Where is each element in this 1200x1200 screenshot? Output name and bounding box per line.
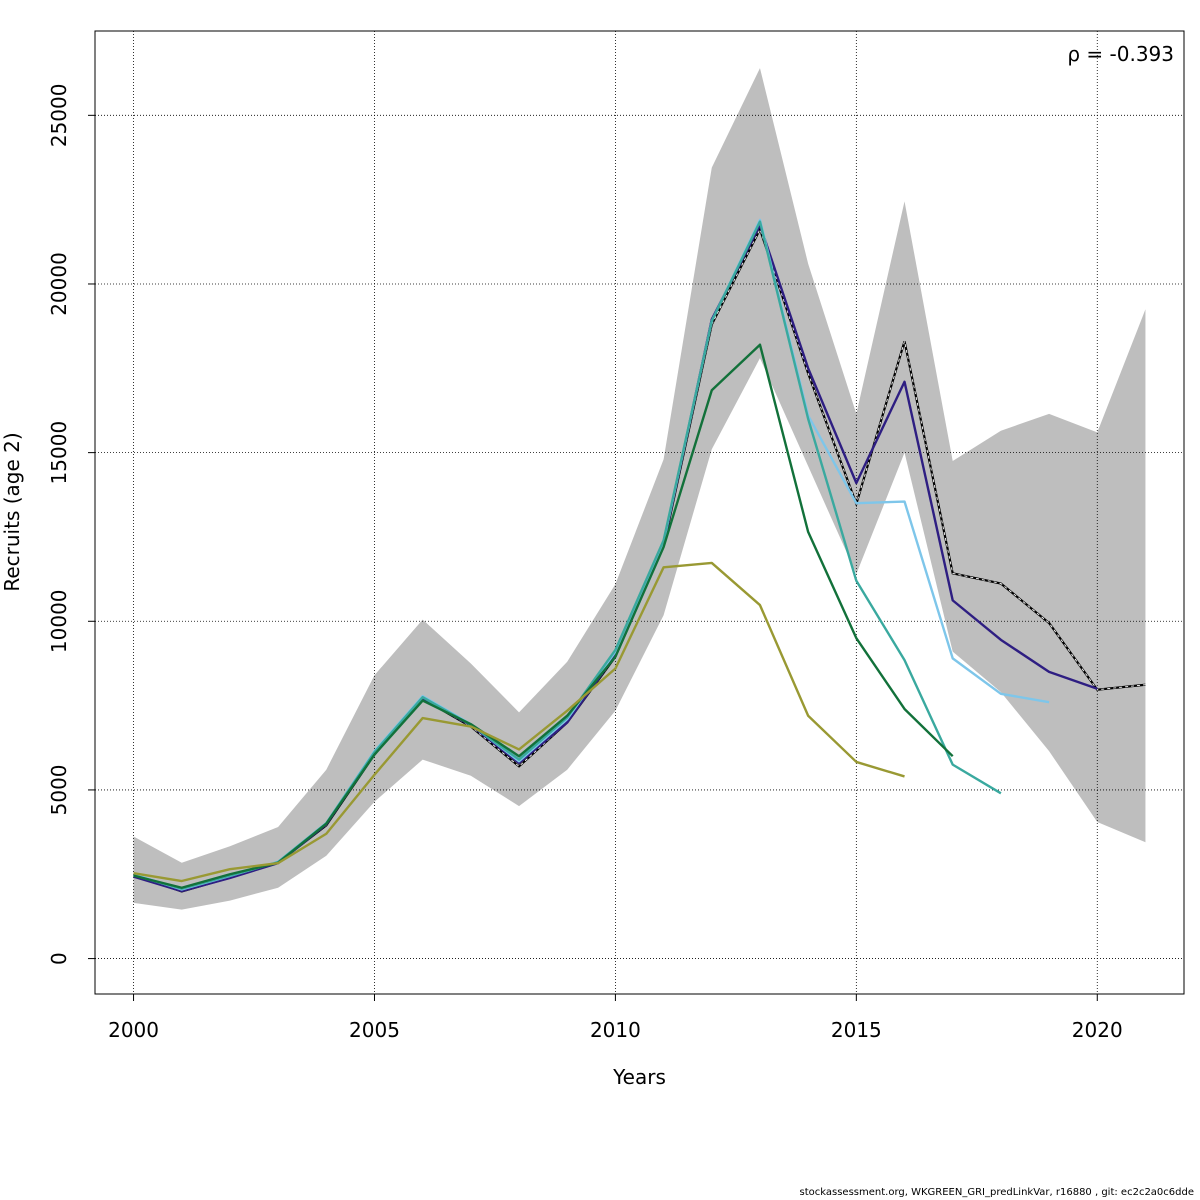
x-tick-label: 2005: [349, 1018, 400, 1042]
confidence-band-layer: [133, 68, 1146, 910]
x-tick-label: 2000: [108, 1018, 159, 1042]
y-axis-title: Recruits (age 2): [0, 432, 24, 591]
y-tick-label: 10000: [47, 589, 71, 653]
series-line-peel-5: [133, 561, 905, 883]
y-tick-label: 5000: [47, 764, 71, 815]
rho-annotation: ρ = -0.393: [1067, 42, 1174, 66]
x-axis-title: Years: [612, 1065, 666, 1089]
y-tick-label: 25000: [47, 84, 71, 148]
x-tick-label: 2015: [831, 1018, 882, 1042]
y-tick-label: 15000: [47, 421, 71, 485]
x-tick-label: 2010: [590, 1018, 641, 1042]
y-tick-label: 0: [47, 952, 71, 965]
axis-layer: 2000 2005 2010 2015 2020 0 5000 10000 15000 20000…: [47, 84, 1123, 1042]
x-tick-label: 2020: [1072, 1018, 1123, 1042]
y-tick-label: 20000: [47, 252, 71, 316]
confidence-band: [133, 68, 1146, 910]
plot-frame: [94, 30, 1185, 995]
footer-credit: stockassessment.org, WKGREEN_GRI_predLin…: [799, 1187, 1194, 1198]
series-layer: [133, 218, 1146, 893]
